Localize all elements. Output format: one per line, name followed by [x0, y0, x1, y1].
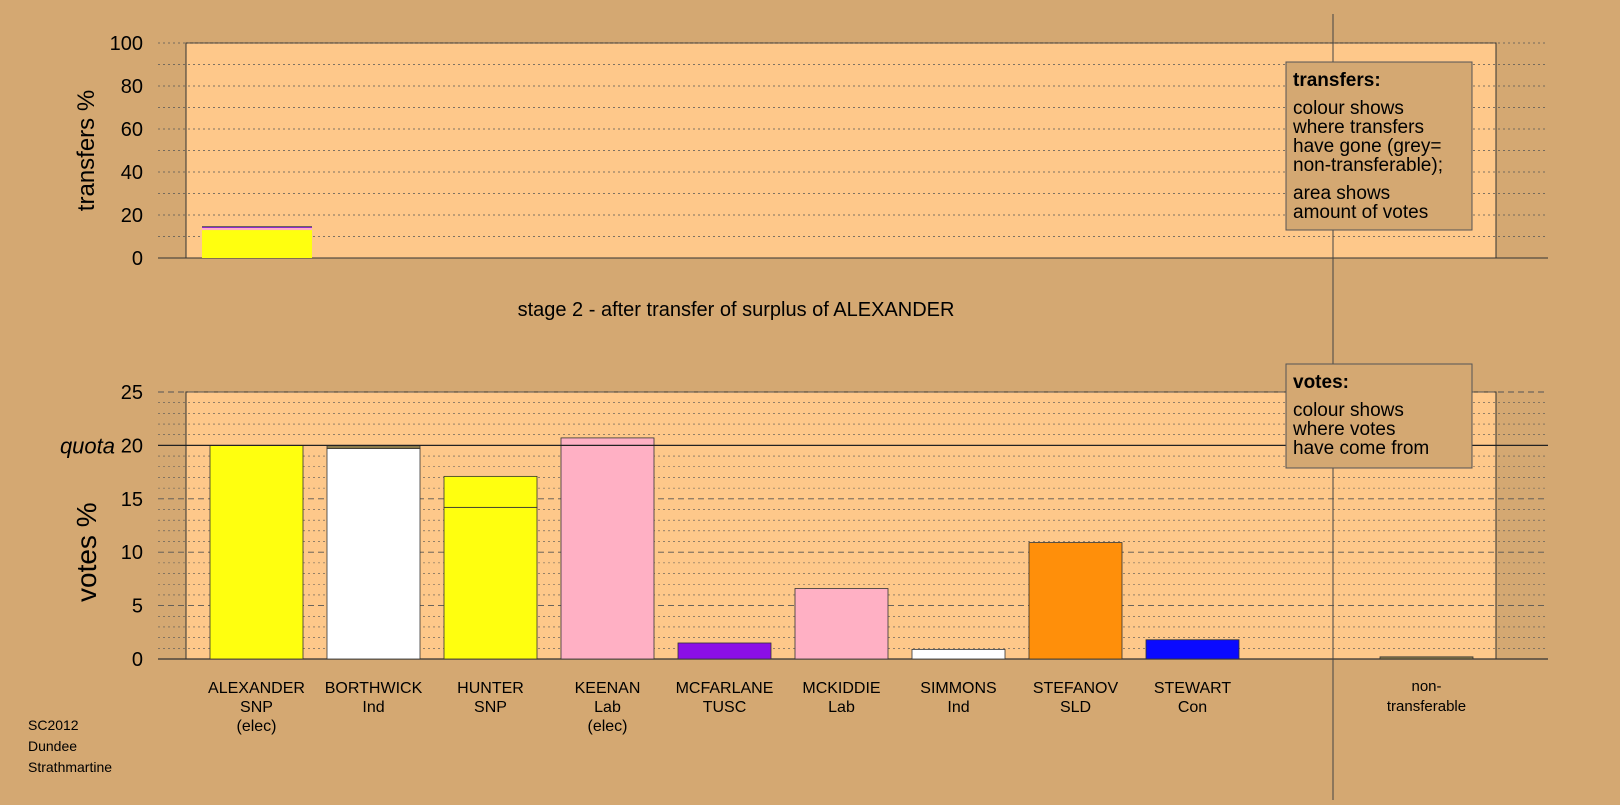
candidate-name: SIMMONS [920, 680, 996, 697]
candidate-name: BORTHWICK [325, 680, 423, 697]
quota-label: quota [60, 433, 115, 458]
transfers-legend: transfers: colour shows where transfers … [1285, 61, 1473, 231]
votes-y-tick: 20 [121, 435, 143, 457]
votes-bar-segment [209, 444, 304, 660]
votes-legend: votes: colour shows where votes have com… [1285, 363, 1473, 469]
footer-council: Dundee [28, 738, 77, 754]
nontransferable-label: non- [1411, 678, 1441, 695]
candidate-name: MCFARLANE [676, 680, 774, 697]
transfers-bar-segment [202, 230, 312, 258]
candidate-party: Lab [828, 699, 855, 716]
transfers-legend-line: have gone (grey= [1293, 136, 1441, 157]
votes-bar-segment [443, 475, 538, 508]
transfers-gridlines [158, 42, 1548, 259]
votes-candidate-labels: ALEXANDER SNP (elec) BORTHWICK Ind HUNTER SNP K… [208, 678, 1466, 735]
votes-y-tick: 10 [121, 542, 143, 564]
votes-y-tick: 25 [121, 382, 143, 404]
nontransferable-label: transferable [1387, 698, 1466, 715]
nontransferable-bar [1379, 656, 1474, 660]
transfers-y-tick: 100 [110, 33, 143, 55]
candidate-name: HUNTER [457, 680, 524, 697]
votes-bar-segment [911, 648, 1006, 660]
candidate-party: Con [1178, 699, 1207, 716]
candidate-party: SNP [474, 699, 507, 716]
votes-legend-line: where votes [1292, 419, 1395, 440]
votes-y-tick: 0 [132, 649, 143, 671]
transfers-legend-line: colour shows [1293, 98, 1404, 119]
transfers-y-ticks: 0 20 40 60 80 100 [110, 33, 143, 270]
transfers-y-tick: 60 [121, 119, 143, 141]
votes-bar-segment [677, 642, 772, 660]
candidate-name: STEFANOV [1033, 680, 1119, 697]
footer-election: SC2012 [28, 717, 79, 733]
candidate-name: KEENAN [575, 680, 641, 697]
transfers-y-axis-label: transfers % [73, 90, 100, 211]
candidate-party: Lab [594, 699, 621, 716]
votes-y-tick: 15 [121, 489, 143, 511]
transfers-legend-line: non-transferable); [1293, 155, 1443, 176]
votes-bar-segment [326, 448, 421, 660]
votes-legend-line: colour shows [1293, 400, 1404, 421]
transfers-legend-title: transfers: [1293, 70, 1381, 91]
votes-y-ticks: 0 5 10 15 20 25 [121, 382, 143, 671]
votes-bars [209, 437, 1474, 660]
footer-ward: Strathmartine [28, 759, 112, 775]
votes-bar-segment [560, 437, 655, 660]
candidate-name: ALEXANDER [208, 680, 305, 697]
candidate-status: (elec) [587, 718, 627, 735]
votes-legend-line: have come from [1293, 438, 1429, 459]
transfers-legend-line: where transfers [1292, 117, 1424, 138]
transfers-legend-line: area shows [1293, 183, 1390, 204]
candidate-party: Ind [362, 699, 384, 716]
candidate-party: Ind [947, 699, 969, 716]
transfers-y-tick: 40 [121, 162, 143, 184]
votes-bar-segment [443, 506, 538, 660]
stage-title: stage 2 - after transfer of surplus of A… [518, 299, 955, 321]
votes-legend-title: votes: [1293, 372, 1349, 393]
transfers-bar-segment [202, 227, 312, 231]
votes-y-axis-label: votes % [71, 502, 102, 602]
votes-bar-segment [1028, 542, 1123, 660]
transfers-bar-segment [202, 226, 312, 228]
votes-y-tick: 5 [132, 596, 143, 618]
candidate-status: (elec) [236, 718, 276, 735]
candidate-name: STEWART [1154, 680, 1232, 697]
transfers-y-tick: 0 [132, 248, 143, 270]
transfers-y-tick: 80 [121, 76, 143, 98]
transfers-y-tick: 20 [121, 205, 143, 227]
transfers-legend-line: amount of votes [1293, 202, 1428, 223]
transfers-bars [202, 226, 312, 258]
votes-bar-segment [1145, 639, 1240, 660]
candidate-party: SNP [240, 699, 273, 716]
candidate-party: SLD [1060, 699, 1091, 716]
candidate-party: TUSC [703, 699, 747, 716]
candidate-name: MCKIDDIE [802, 680, 880, 697]
votes-bar-segment [794, 588, 889, 660]
